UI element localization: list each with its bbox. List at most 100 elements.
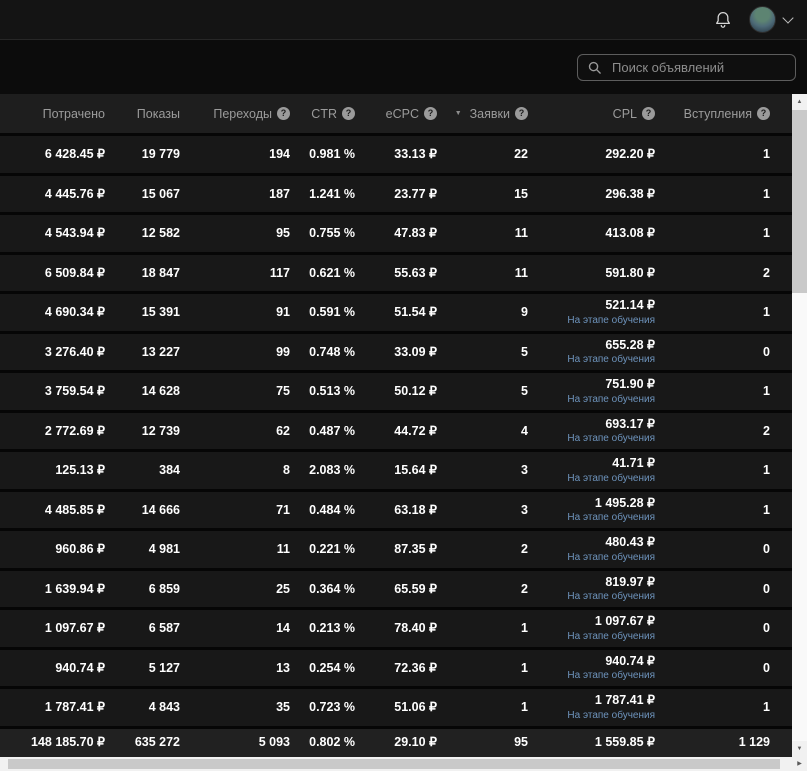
total-leads: 95 xyxy=(514,735,528,750)
cell-ctr: 0.981 % xyxy=(309,147,355,162)
cell-leads: 1 xyxy=(521,660,528,675)
cell-ctr: 0.221 % xyxy=(309,542,355,557)
table-row[interactable]: 6 509.84 ₽ 18 847 117 0.621 % 55.63 ₽ 11 591.8… xyxy=(0,251,792,291)
help-icon[interactable]: ? xyxy=(342,107,355,120)
cell-leads: 2 xyxy=(521,581,528,596)
horizontal-scrollbar-track[interactable] xyxy=(0,757,792,771)
account-menu[interactable] xyxy=(749,6,794,33)
table-row[interactable]: 940.74 ₽ 5 127 13 0.254 % 72.36 ₽ 1 940.74 ₽ На… xyxy=(0,646,792,686)
scroll-right-icon[interactable]: ▶ xyxy=(792,757,807,771)
cell-joins: 2 xyxy=(763,265,770,280)
table-header-row: Потрачено Показы Переходы? CTR? eCPC? ▼ Заявки… xyxy=(0,94,792,133)
cell-ecpc: 63.18 ₽ xyxy=(394,502,437,517)
table-row[interactable]: 125.13 ₽ 384 8 2.083 % 15.64 ₽ 3 41.71 ₽ На эта… xyxy=(0,449,792,489)
column-header-ctr[interactable]: CTR? xyxy=(298,94,363,133)
help-icon[interactable]: ? xyxy=(424,107,437,120)
learning-stage-note: На этапе обучения xyxy=(567,709,655,721)
avatar[interactable] xyxy=(749,6,776,33)
cell-ctr: 0.364 % xyxy=(309,581,355,596)
cell-ecpc: 47.83 ₽ xyxy=(394,226,437,241)
cell-impressions: 12 582 xyxy=(141,226,180,241)
cell-clicks: 75 xyxy=(276,384,290,399)
scroll-up-icon[interactable]: ▲ xyxy=(792,94,807,110)
cell-spent: 3 276.40 ₽ xyxy=(44,344,105,359)
total-ecpc: 29.10 ₽ xyxy=(394,735,437,750)
horizontal-scrollbar-thumb[interactable] xyxy=(8,759,780,769)
column-label: CTR xyxy=(311,106,337,121)
column-header-spent[interactable]: Потрачено xyxy=(0,94,113,133)
horizontal-scrollbar[interactable]: ▶ xyxy=(0,757,807,771)
cell-cpl: 521.14 ₽ На этапе обучения xyxy=(567,298,655,326)
cell-cpl: 693.17 ₽ На этапе обучения xyxy=(567,416,655,445)
learning-stage-note: На этапе обучения xyxy=(567,433,655,445)
table-row[interactable]: 4 445.76 ₽ 15 067 187 1.241 % 23.77 ₽ 15 296.3… xyxy=(0,172,792,212)
cell-leads: 5 xyxy=(521,344,528,359)
column-label: CPL xyxy=(612,106,637,121)
cell-leads: 1 xyxy=(521,700,528,715)
cell-spent: 1 787.41 ₽ xyxy=(44,700,105,715)
column-header-ecpc[interactable]: eCPC? xyxy=(363,94,445,133)
column-header-joins[interactable]: Вступления? xyxy=(663,94,792,133)
cell-cpl: 751.90 ₽ На этапе обучения xyxy=(567,377,655,405)
cell-clicks: 187 xyxy=(269,186,290,201)
notifications-bell-icon[interactable] xyxy=(712,9,734,31)
cell-leads: 15 xyxy=(514,186,528,201)
help-icon[interactable]: ? xyxy=(642,107,655,120)
cell-clicks: 194 xyxy=(269,147,290,162)
search-input[interactable] xyxy=(610,58,786,76)
table-row[interactable]: 3 276.40 ₽ 13 227 99 0.748 % 33.09 ₽ 5 655.28 … xyxy=(0,330,792,370)
cell-spent: 4 485.85 ₽ xyxy=(44,502,105,517)
cell-clicks: 14 xyxy=(276,621,290,636)
ads-stats-table: Потрачено Показы Переходы? CTR? eCPC? ▼ Заявки… xyxy=(0,94,792,757)
cell-spent: 6 428.45 ₽ xyxy=(44,147,105,162)
cell-joins: 1 xyxy=(763,700,770,715)
table-body: 6 428.45 ₽19 779 194 0.981 % 33.13 ₽22 292.2… xyxy=(0,133,792,726)
scroll-down-icon[interactable]: ▼ xyxy=(792,741,807,757)
cell-ctr: 0.723 % xyxy=(309,700,355,715)
cell-cpl: 41.71 ₽ На этапе обучения xyxy=(567,456,655,484)
table-row[interactable]: 960.86 ₽ 4 981 11 0.221 % 87.35 ₽ 2 480.43 ₽ На… xyxy=(0,528,792,568)
vertical-scrollbar-thumb[interactable] xyxy=(792,110,807,293)
cell-ecpc: 87.35 ₽ xyxy=(394,542,437,557)
cell-leads: 9 xyxy=(521,305,528,320)
cell-ecpc: 33.09 ₽ xyxy=(394,344,437,359)
cell-spent: 4 543.94 ₽ xyxy=(44,226,105,241)
cell-spent: 4 445.76 ₽ xyxy=(44,186,105,201)
help-icon[interactable]: ? xyxy=(277,107,290,120)
learning-stage-note: На этапе обучения xyxy=(567,512,655,524)
cell-joins: 1 xyxy=(763,147,770,162)
chevron-down-icon xyxy=(782,11,794,24)
table-row[interactable]: 2 772.69 ₽ 12 739 62 0.487 % 44.72 ₽ 4 693.17 … xyxy=(0,409,792,449)
vertical-scrollbar[interactable]: ▲ ▼ xyxy=(792,94,807,757)
cell-ecpc: 55.63 ₽ xyxy=(394,265,437,280)
column-header-leads[interactable]: ▼ Заявки? xyxy=(445,94,536,133)
cell-leads: 22 xyxy=(514,147,528,162)
search-box[interactable] xyxy=(577,53,796,81)
table-row[interactable]: 4 543.94 ₽ 12 582 95 0.755 % 47.83 ₽ 11 413.08… xyxy=(0,212,792,252)
cell-spent: 125.13 ₽ xyxy=(55,463,105,478)
table-row[interactable]: 3 759.54 ₽ 14 628 75 0.513 % 50.12 ₽ 5 751.90 … xyxy=(0,370,792,410)
column-label: Заявки xyxy=(469,106,510,121)
cell-impressions: 18 847 xyxy=(141,265,180,280)
help-icon[interactable]: ? xyxy=(757,107,770,120)
cell-impressions: 13 227 xyxy=(141,344,180,359)
cell-joins: 2 xyxy=(763,423,770,438)
table-row[interactable]: 6 428.45 ₽ 19 779 194 0.981 % 33.13 ₽ 22 292.2… xyxy=(0,133,792,173)
cell-leads: 3 xyxy=(521,463,528,478)
column-header-clicks[interactable]: Переходы? xyxy=(188,94,298,133)
table-row[interactable]: 1 097.67 ₽ 6 587 14 0.213 % 78.40 ₽ 1 1 097.67… xyxy=(0,607,792,647)
cell-joins: 0 xyxy=(763,621,770,636)
table-row[interactable]: 1 787.41 ₽ 4 843 35 0.723 % 51.06 ₽ 1 1 787.41… xyxy=(0,686,792,726)
help-icon[interactable]: ? xyxy=(515,107,528,120)
total-cpl: 1 559.85 ₽ xyxy=(594,735,655,750)
table-row[interactable]: 4 485.85 ₽ 14 666 71 0.484 % 63.18 ₽ 3 1 495.2… xyxy=(0,488,792,528)
table-row[interactable]: 4 690.34 ₽ 15 391 91 0.591 % 51.54 ₽ 9 521.14 … xyxy=(0,291,792,331)
column-header-cpl[interactable]: CPL? xyxy=(536,94,663,133)
vertical-scrollbar-track[interactable] xyxy=(792,293,807,741)
learning-stage-note: На этапе обучения xyxy=(567,354,655,366)
cell-joins: 0 xyxy=(763,542,770,557)
table-row[interactable]: 1 639.94 ₽ 6 859 25 0.364 % 65.59 ₽ 2 819.97 ₽… xyxy=(0,567,792,607)
cell-clicks: 8 xyxy=(283,463,290,478)
column-header-impressions[interactable]: Показы xyxy=(113,94,188,133)
column-label: Потрачено xyxy=(42,106,105,121)
